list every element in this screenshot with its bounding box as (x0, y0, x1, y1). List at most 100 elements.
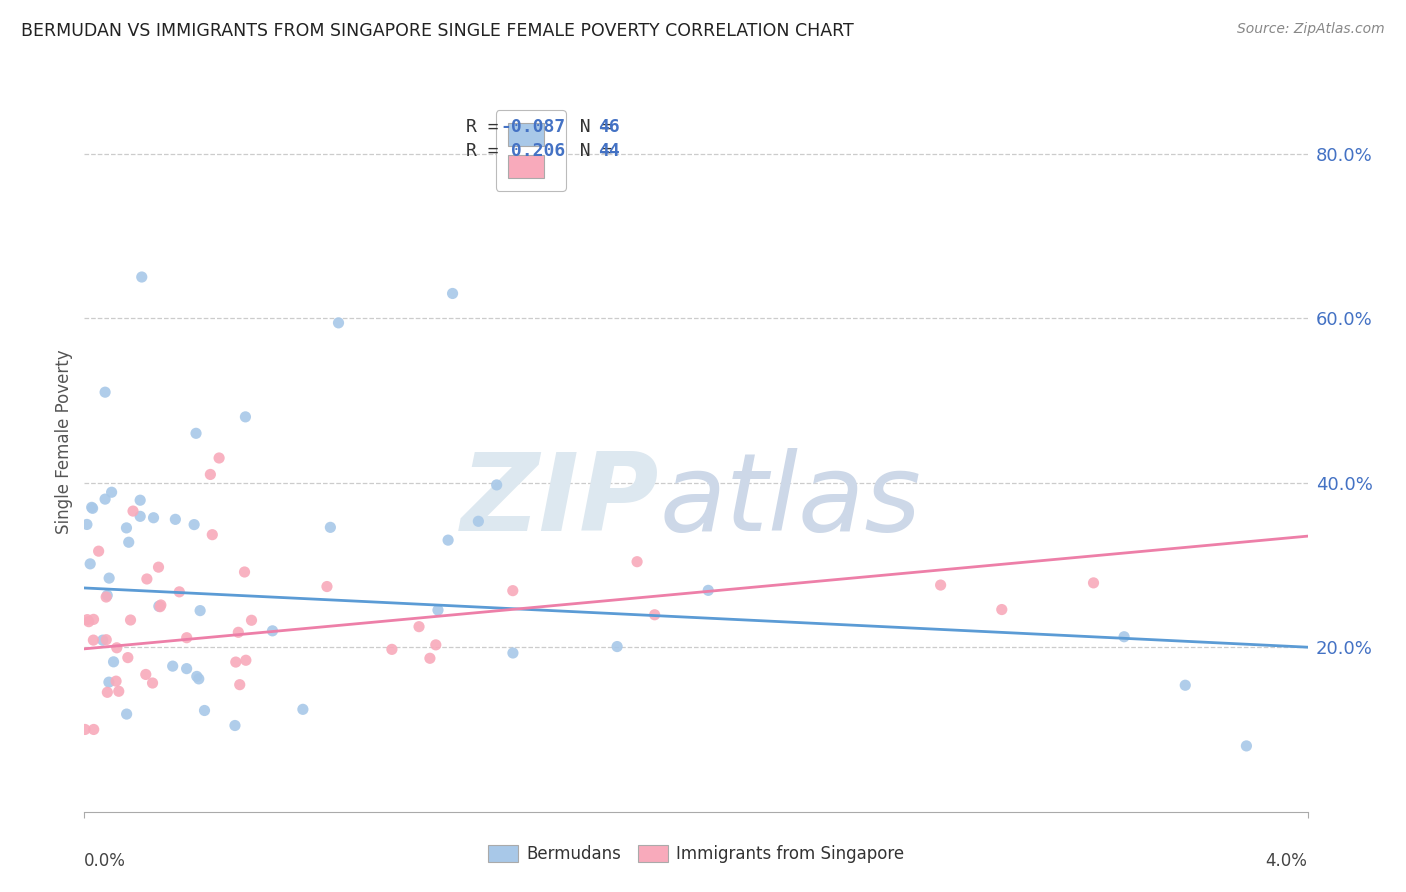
Point (437, 533, 460, 548)
Point (316, 580, 339, 594)
Point (91, 633, 114, 648)
Point (427, 603, 450, 617)
Point (115, 521, 138, 535)
Point (87, 544, 110, 558)
Point (467, 514, 489, 528)
Point (94, 492, 117, 507)
Point (225, 655, 247, 669)
Point (135, 667, 157, 681)
Point (117, 650, 139, 665)
Point (502, 646, 524, 660)
Point (83, 612, 105, 626)
Point (103, 655, 125, 669)
Point (80, 500, 103, 515)
Point (94, 385, 117, 400)
Point (1083, 575, 1105, 590)
Point (991, 602, 1014, 616)
Point (502, 583, 524, 598)
Point (319, 520, 342, 534)
Text: 44: 44 (598, 142, 620, 160)
Point (76, 613, 98, 627)
Point (148, 599, 170, 614)
Point (201, 527, 224, 541)
Point (105, 640, 128, 655)
Point (135, 572, 157, 586)
Point (142, 510, 165, 524)
Point (235, 409, 257, 424)
Text: -0.087: -0.087 (501, 118, 565, 136)
Text: R =: R = (465, 142, 509, 160)
Point (425, 638, 447, 652)
Point (224, 718, 246, 732)
Point (162, 659, 184, 673)
Point (193, 704, 215, 718)
Point (208, 450, 231, 465)
Point (96, 590, 118, 604)
Point (1114, 630, 1136, 644)
Point (129, 509, 152, 524)
Point (200, 467, 222, 482)
Point (626, 555, 648, 569)
Point (82, 633, 104, 648)
Point (697, 583, 720, 598)
Text: 4.0%: 4.0% (1265, 853, 1308, 871)
Text: BERMUDAN VS IMMIGRANTS FROM SINGAPORE SINGLE FEMALE POVERTY CORRELATION CHART: BERMUDAN VS IMMIGRANTS FROM SINGAPORE SI… (21, 22, 853, 40)
Text: 0.0%: 0.0% (84, 853, 127, 871)
Point (120, 613, 142, 627)
Point (228, 625, 250, 640)
Point (149, 599, 172, 614)
Text: 0.206: 0.206 (501, 142, 565, 160)
Point (141, 676, 163, 690)
Point (419, 651, 441, 665)
Point (176, 631, 198, 645)
Text: 46: 46 (598, 118, 620, 136)
Point (606, 640, 628, 654)
Point (169, 585, 191, 599)
Point (129, 493, 152, 508)
Point (235, 653, 257, 667)
Point (441, 286, 464, 301)
Point (122, 504, 145, 518)
Point (176, 662, 198, 676)
Point (76, 517, 98, 532)
Point (1174, 678, 1197, 692)
Point (229, 678, 252, 692)
Text: R =: R = (465, 118, 509, 136)
Point (96, 632, 118, 647)
Point (149, 598, 172, 612)
Text: ZIP: ZIP (461, 448, 659, 554)
Text: atlas: atlas (659, 449, 921, 553)
Point (131, 270, 153, 285)
Point (1236, 739, 1258, 753)
Point (291, 702, 314, 716)
Point (82, 501, 104, 516)
Point (328, 316, 350, 330)
Point (96, 685, 118, 699)
Point (485, 478, 508, 492)
Point (186, 669, 208, 683)
Point (148, 560, 170, 574)
Point (408, 620, 430, 634)
Point (105, 674, 128, 689)
Text: Source: ZipAtlas.com: Source: ZipAtlas.com (1237, 22, 1385, 37)
Point (183, 517, 205, 532)
Point (97, 675, 120, 690)
Point (73, 723, 96, 737)
Legend: Bermudans, Immigrants from Singapore: Bermudans, Immigrants from Singapore (481, 838, 911, 870)
Point (115, 707, 138, 722)
Point (644, 607, 666, 622)
Point (187, 672, 209, 686)
Point (262, 624, 284, 638)
Point (929, 578, 952, 592)
Point (233, 565, 256, 579)
Point (184, 426, 207, 441)
Point (96, 588, 118, 602)
Text: N =: N = (558, 142, 623, 160)
Point (107, 684, 129, 698)
Point (381, 642, 404, 657)
Point (188, 604, 211, 618)
Point (165, 512, 187, 526)
Point (79, 557, 101, 571)
Point (118, 535, 141, 549)
Y-axis label: Single Female Poverty: Single Female Poverty (55, 350, 73, 533)
